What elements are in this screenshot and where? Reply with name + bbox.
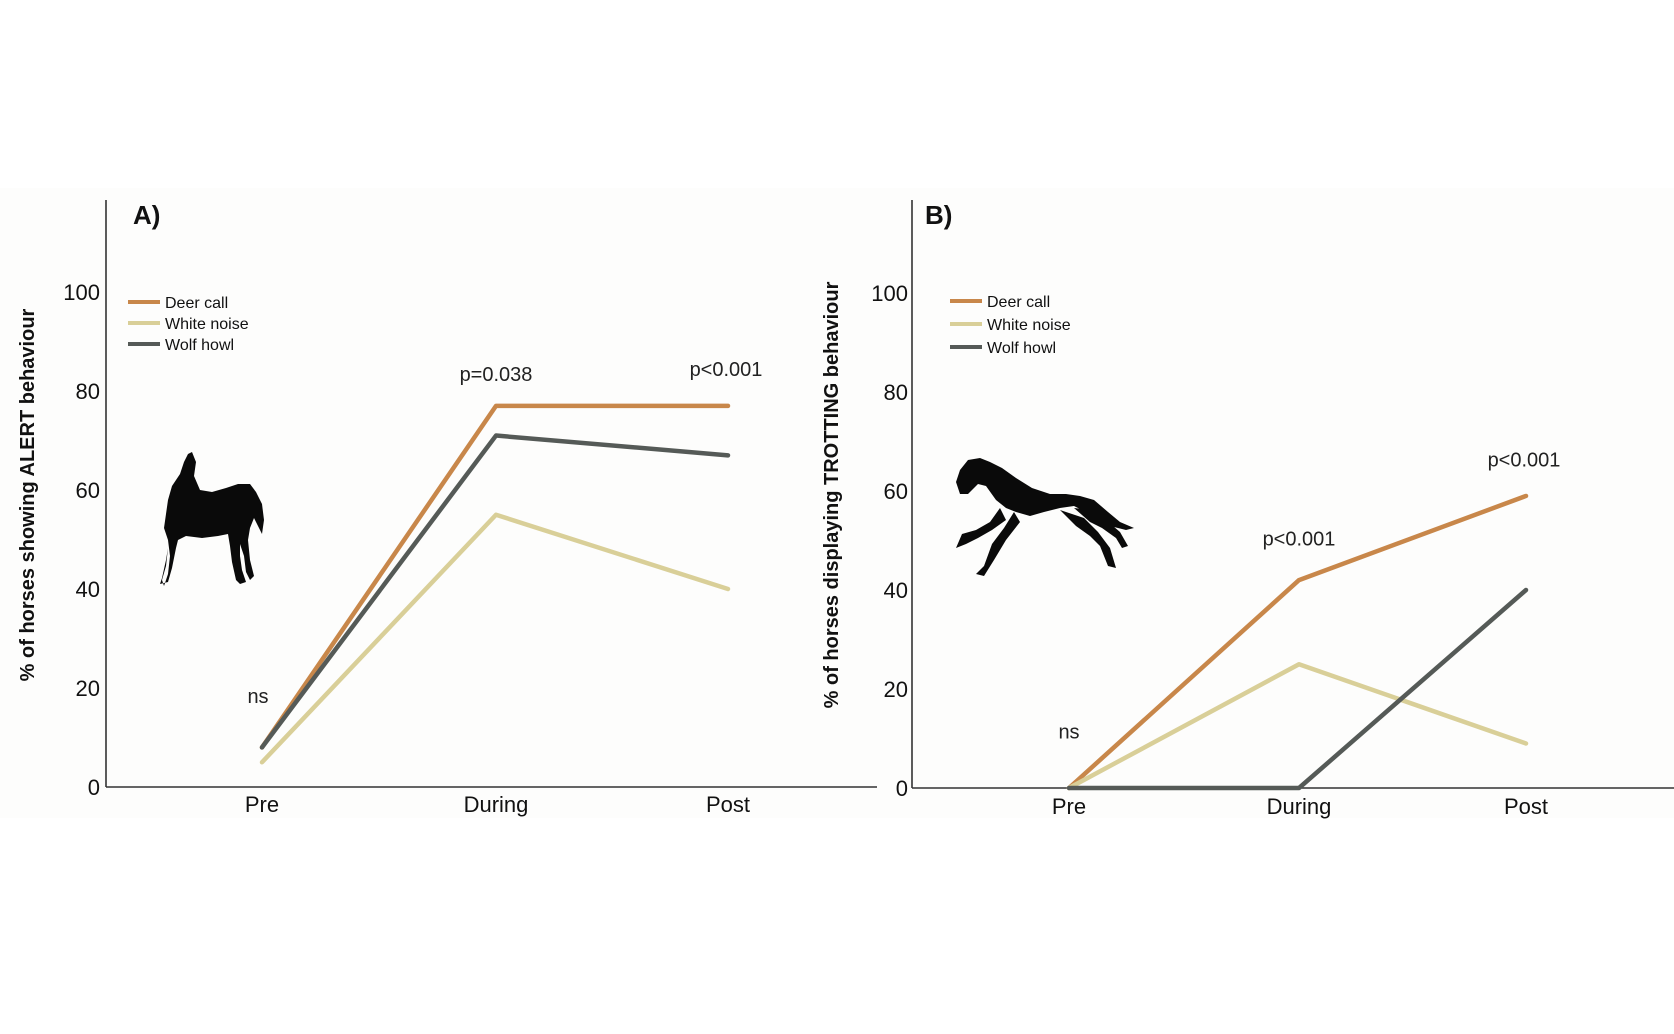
legend: Deer call White noise Wolf howl (128, 295, 249, 354)
series-line-deer-call (1066, 493, 1529, 791)
x-tick-label: Post (1504, 794, 1548, 819)
galloping-horse-icon (956, 458, 1134, 576)
y-tick-label: 100 (63, 280, 100, 305)
legend: Deer call White noise Wolf howl (950, 294, 1071, 357)
panel-label: A) (133, 200, 160, 230)
y-axis-label: % of horses displaying TROTTING behaviou… (821, 281, 843, 708)
significance-annotation: p<0.001 (1263, 528, 1336, 550)
x-tick-label: Pre (1052, 794, 1086, 819)
y-tick-label: 0 (896, 776, 908, 801)
significance-annotation: p=0.038 (460, 364, 533, 386)
series-line-wolf-howl (1066, 587, 1529, 791)
significance-annotation: p<0.001 (1488, 449, 1561, 471)
legend-label: Wolf howl (165, 337, 234, 354)
y-tick-label: 60 (884, 479, 908, 504)
y-tick-label: 80 (884, 380, 908, 405)
legend-label: White noise (165, 316, 249, 333)
significance-annotation: ns (1058, 722, 1079, 744)
x-tick-label: Post (706, 792, 750, 817)
y-tick-label: 100 (871, 281, 908, 306)
significance-annotation: p<0.001 (690, 359, 763, 381)
panel-label: B) (925, 200, 952, 230)
chart-panel-a: A) % of horses showing ALERT behaviour 0… (17, 200, 877, 817)
legend-label: Deer call (165, 295, 228, 312)
y-tick-label: 20 (76, 676, 100, 701)
standing-horse-icon (160, 452, 264, 586)
series-line-white-noise (259, 512, 731, 765)
y-tick-label: 60 (76, 478, 100, 503)
series-line-white-noise (1066, 662, 1529, 791)
legend-label: White noise (987, 317, 1071, 334)
y-tick-label: 80 (76, 379, 100, 404)
y-tick-label: 40 (76, 577, 100, 602)
x-tick-label: During (464, 792, 529, 817)
series-line-wolf-howl (259, 433, 731, 750)
y-tick-label: 0 (88, 775, 100, 800)
legend-label: Wolf howl (987, 340, 1056, 357)
legend-label: Deer call (987, 294, 1050, 311)
x-tick-label: During (1267, 794, 1332, 819)
y-tick-label: 20 (884, 677, 908, 702)
significance-annotation: ns (247, 686, 268, 708)
series-line-deer-call (259, 403, 731, 750)
x-tick-label: Pre (245, 792, 279, 817)
y-axis-label: % of horses showing ALERT behaviour (17, 308, 39, 681)
y-tick-label: 40 (884, 578, 908, 603)
chart-panel-b: B) % of horses displaying TROTTING behav… (821, 200, 1674, 819)
